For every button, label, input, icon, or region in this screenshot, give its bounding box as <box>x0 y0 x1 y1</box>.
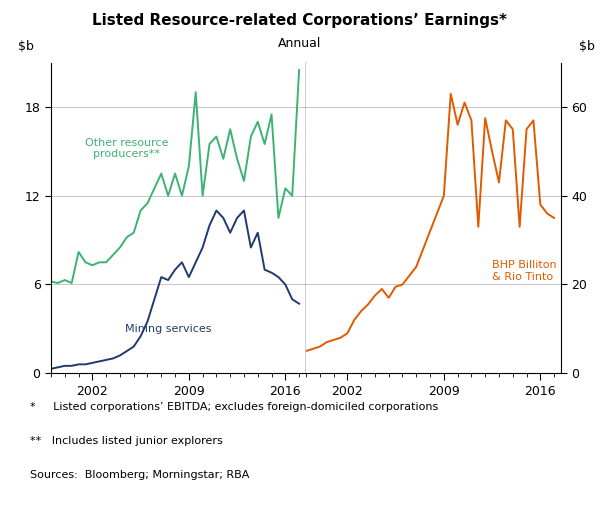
Text: $b: $b <box>17 40 34 53</box>
Text: BHP Billiton
& Rio Tinto: BHP Billiton & Rio Tinto <box>492 260 557 282</box>
Text: Sources:  Bloomberg; Morningstar; RBA: Sources: Bloomberg; Morningstar; RBA <box>30 470 250 480</box>
Text: Listed Resource-related Corporations’ Earnings*: Listed Resource-related Corporations’ Ea… <box>92 13 508 28</box>
Text: Other resource
producers**: Other resource producers** <box>85 138 169 159</box>
Text: *     Listed corporations’ EBITDA; excludes foreign-domiciled corporations: * Listed corporations’ EBITDA; excludes … <box>30 402 438 412</box>
Text: Mining services: Mining services <box>125 324 211 334</box>
Text: Annual: Annual <box>278 37 322 50</box>
Text: **   Includes listed junior explorers: ** Includes listed junior explorers <box>30 436 223 446</box>
Text: $b: $b <box>578 40 595 53</box>
